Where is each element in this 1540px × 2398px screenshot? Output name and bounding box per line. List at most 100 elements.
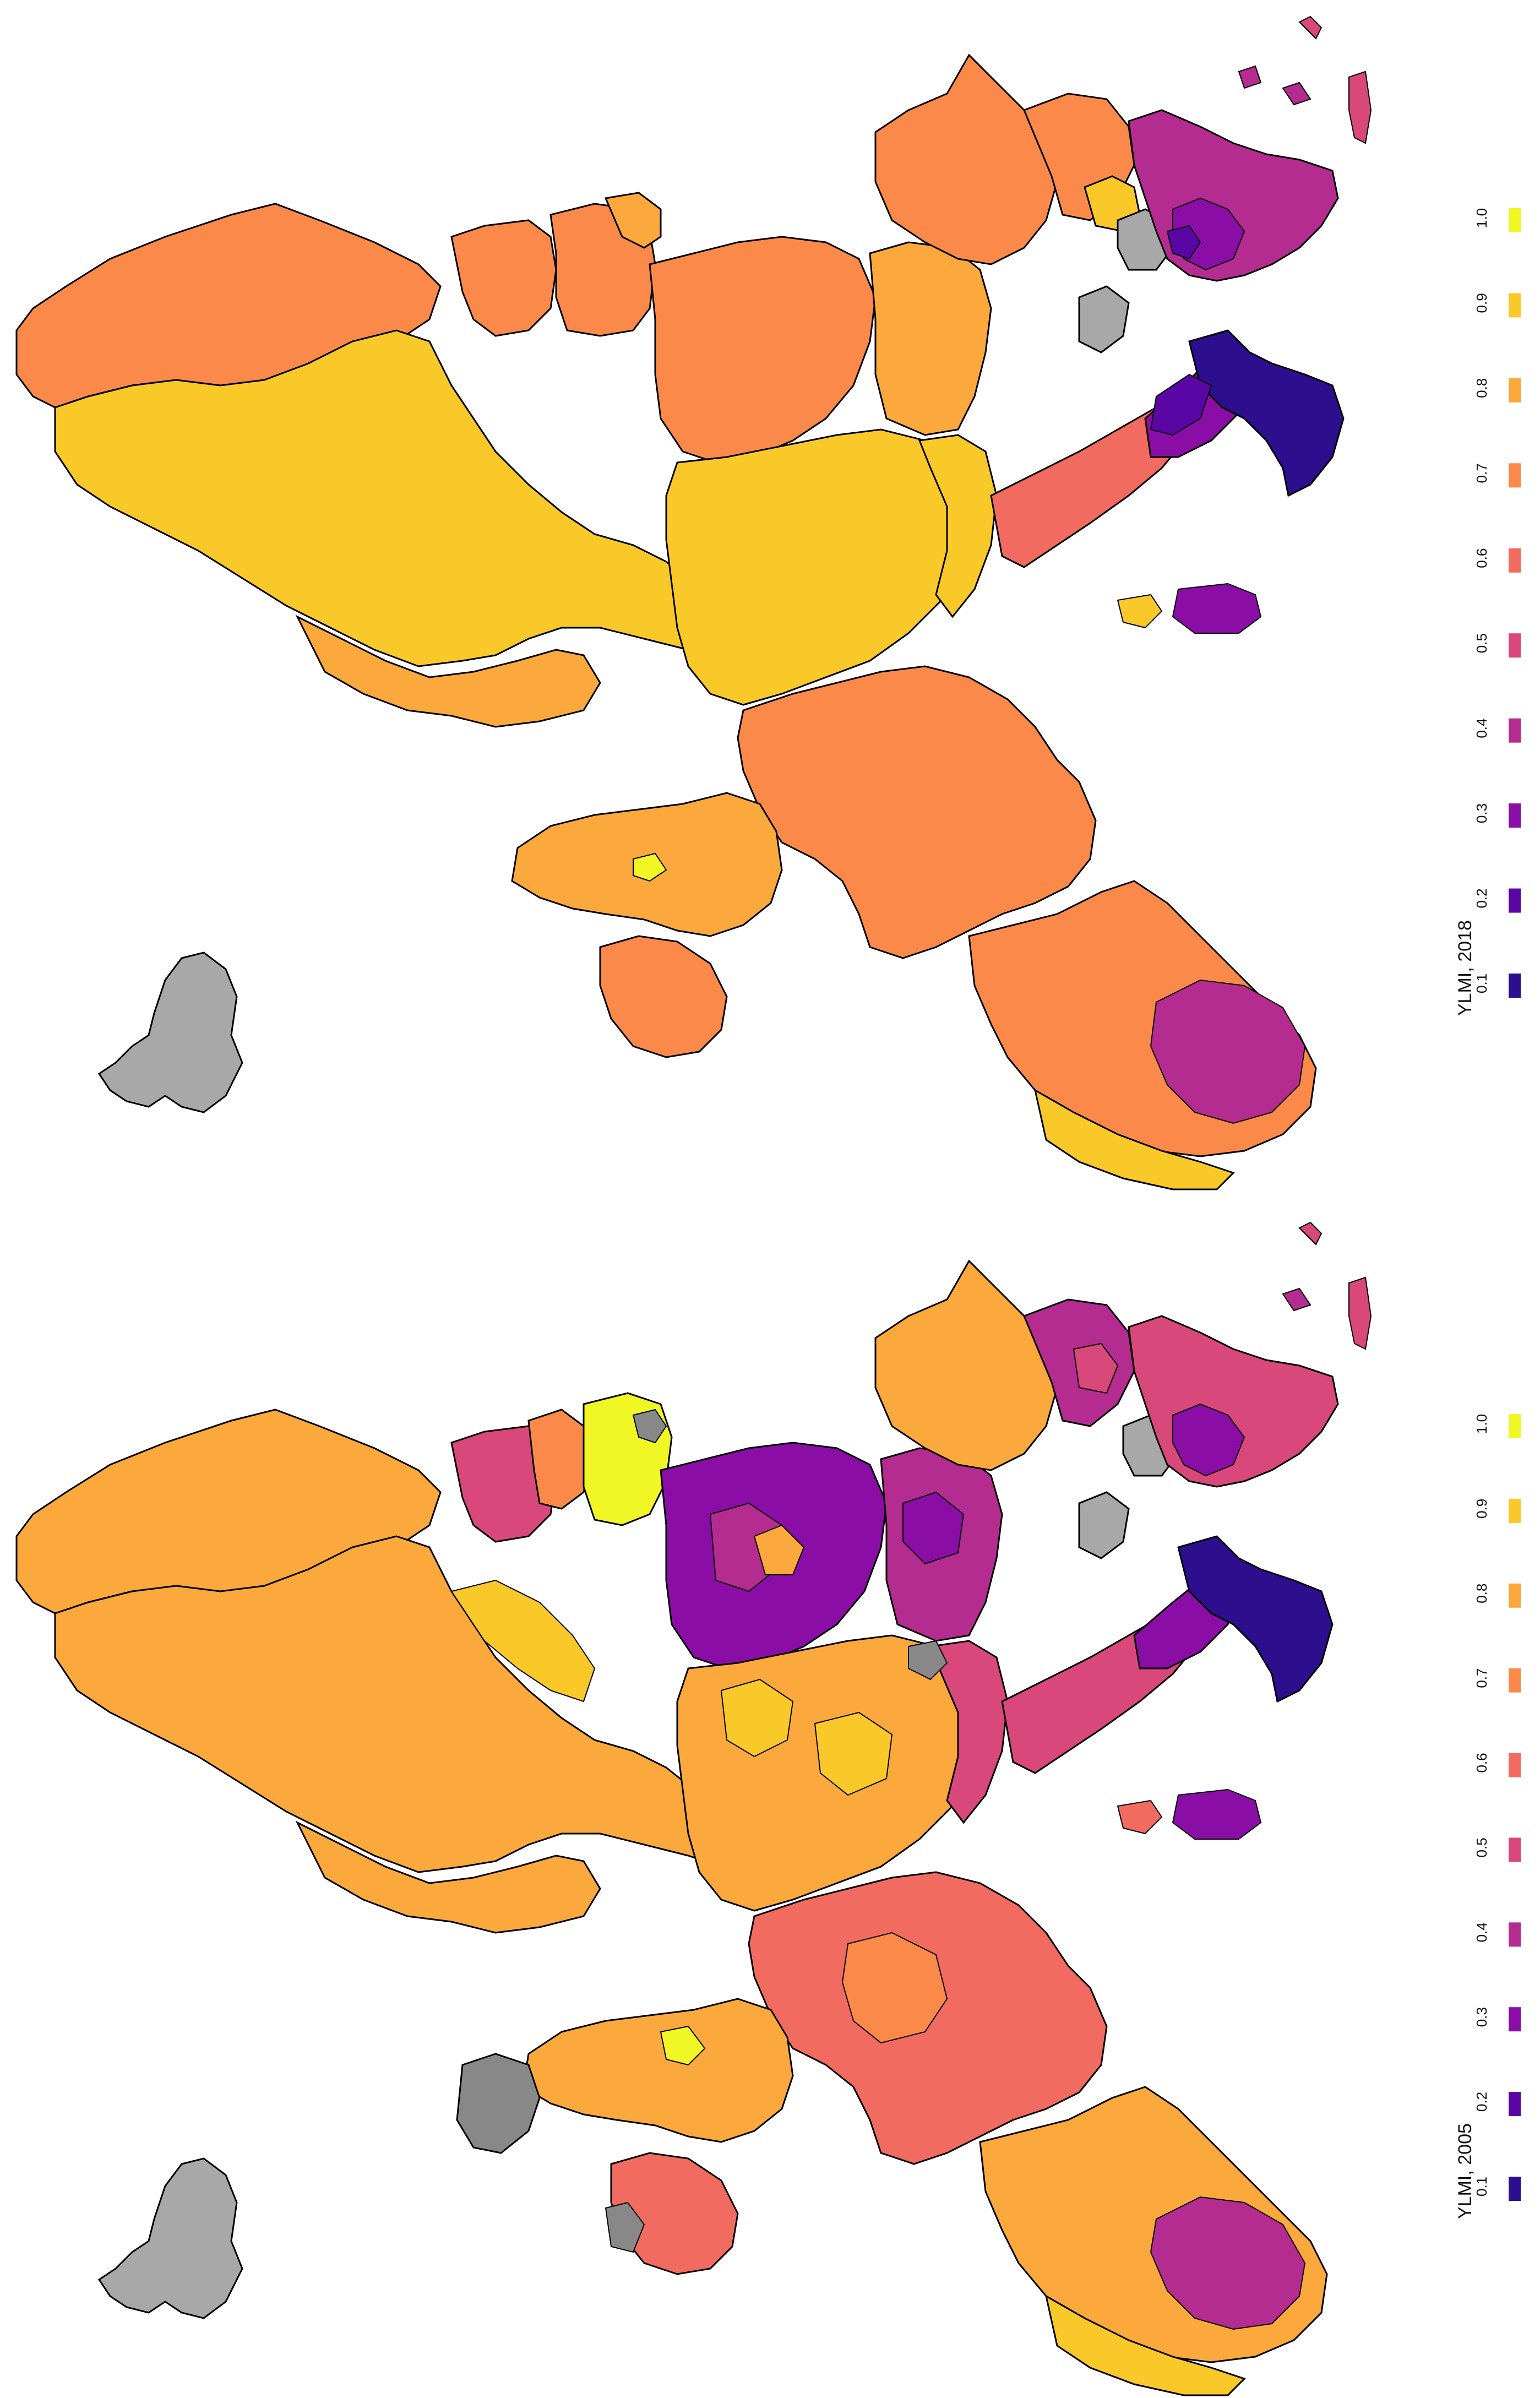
legend-title-2005: YLMI, 2005 — [1455, 2123, 1476, 2219]
region-ne-dark — [1166, 225, 1201, 260]
region-central — [665, 428, 970, 706]
region-ne-island-2 — [1348, 1276, 1372, 1350]
legend-swatch-0-9 — [1509, 293, 1521, 318]
region-north-center-yellow — [583, 1392, 673, 1526]
region-central-west-orange — [753, 1524, 805, 1575]
legend-swatch-0-6 — [1509, 548, 1521, 573]
region-south-central — [737, 665, 1097, 959]
region-southwest-gray — [456, 2053, 541, 2154]
region-band-yellow-part — [450, 1579, 596, 1703]
legend-swatch-0-8 — [1509, 1583, 1521, 1608]
legend-label-0-8: 0.8 — [1473, 378, 1490, 398]
legend-swatch-0-6 — [1509, 1753, 1521, 1777]
region-island-pink — [1117, 1799, 1163, 1835]
region-ne-island-3 — [1282, 81, 1312, 106]
region-central-yellow-1 — [720, 1678, 794, 1758]
region-north-center-1 — [450, 1425, 557, 1543]
region-north-center-2 — [527, 1409, 590, 1510]
region-band-south — [295, 1820, 601, 1934]
region-north-center-1 — [450, 219, 557, 337]
legend-swatch-0-9 — [1509, 1498, 1521, 1523]
region-mid-gray — [1078, 285, 1130, 354]
region-band-south — [295, 615, 601, 728]
legend-2005: YLMI, 2005 0.1 0.2 0.3 0.4 0.5 0.6 0.7 0.8 0.9 1.… — [1455, 1414, 1521, 2219]
legend-label-0-6: 0.6 — [1473, 548, 1490, 568]
legend-swatch-0-5 — [1509, 1837, 1521, 1862]
region-ne-island-4 — [1238, 65, 1262, 89]
region-west-island — [97, 951, 243, 1113]
legend-label-0-9: 0.9 — [1473, 1499, 1490, 1519]
region-northeast-3 — [1073, 1342, 1119, 1394]
map-2018: YLMI, 2018 0.1 0.2 0.3 0.4 0.5 0.6 0.7 0.8 0.9 1.… — [15, 15, 1521, 1190]
region-east-darkblue — [1177, 1535, 1334, 1703]
region-southeast-yellow — [1044, 2294, 1246, 2396]
legend-swatch-0-7 — [1509, 1668, 1521, 1693]
legend-label-0-3: 0.3 — [1473, 803, 1490, 823]
legend-swatch-0-1 — [1509, 2177, 1521, 2201]
legend-swatch-0-7 — [1509, 463, 1521, 488]
region-east-darkblue — [1188, 329, 1345, 497]
region-island-purple — [1172, 583, 1262, 634]
legend-title-2018: YLMI, 2018 — [1455, 920, 1476, 1016]
legend-label-1-0: 1.0 — [1473, 208, 1490, 228]
region-ne-island-2 — [1348, 70, 1372, 144]
legend-swatch-0-2 — [1509, 888, 1521, 913]
map-panel-2018: YLMI, 2018 0.1 0.2 0.3 0.4 0.5 0.6 0.7 0.8 0.9 1.… — [0, 0, 1540, 1195]
region-southeast-magenta — [1150, 2196, 1306, 2330]
region-mid-gray — [1078, 1491, 1130, 1559]
legend-label-0-2: 0.2 — [1473, 888, 1490, 908]
legend-swatch-0-5 — [1509, 633, 1521, 658]
region-ne-island-1 — [1298, 15, 1323, 40]
map-panel-2005: YLMI, 2005 0.1 0.2 0.3 0.4 0.5 0.6 0.7 0.8 0.9 1.… — [0, 1195, 1540, 2398]
map-2005: YLMI, 2005 0.1 0.2 0.3 0.4 0.5 0.6 0.7 0.8 0.9 1.… — [15, 1221, 1521, 2396]
legend-swatch-0-4 — [1509, 718, 1521, 743]
legend-swatch-1-0 — [1509, 208, 1521, 232]
region-south-central-orange — [841, 1932, 948, 2044]
region-central-east — [869, 241, 992, 436]
region-ne-island-1 — [1298, 1221, 1323, 1246]
legend-swatch-1-0 — [1509, 1414, 1521, 1438]
legend-label-0-6: 0.6 — [1473, 1753, 1490, 1772]
region-east-upper — [929, 1640, 1009, 1824]
legend-swatch-0-1 — [1509, 974, 1521, 998]
legend-label-0-3: 0.3 — [1473, 2007, 1490, 2027]
legend-swatch-0-4 — [1509, 1922, 1521, 1947]
region-central-east-dark — [902, 1491, 965, 1565]
legend-label-0-7: 0.7 — [1473, 463, 1490, 483]
region-southeast-magenta — [1150, 979, 1306, 1124]
region-central-west — [649, 236, 877, 464]
region-north-center-gray — [632, 1409, 667, 1444]
region-island-purple — [1172, 1788, 1262, 1840]
region-southeast-yellow — [1033, 1089, 1235, 1190]
region-ne-archipelago-core — [1172, 1403, 1245, 1477]
region-north-center-3 — [604, 192, 662, 249]
legend-swatch-0-8 — [1509, 378, 1521, 403]
legend-label-0-4: 0.4 — [1473, 1922, 1490, 1942]
region-southwest-yellow — [660, 2025, 706, 2066]
legend-label-0-4: 0.4 — [1473, 719, 1490, 738]
region-central-yellow-2 — [814, 1711, 893, 1796]
legend-label-0-7: 0.7 — [1473, 1668, 1490, 1688]
region-east-dark — [1150, 373, 1212, 436]
legend-label-0-1: 0.1 — [1473, 974, 1490, 993]
region-northeast-1 — [874, 53, 1058, 265]
legend-label-0-5: 0.5 — [1473, 1837, 1490, 1857]
legend-2018: YLMI, 2018 0.1 0.2 0.3 0.4 0.5 0.6 0.7 0.8 0.9 1.… — [1455, 208, 1521, 1016]
region-southwest-peninsula — [522, 1998, 794, 2143]
region-west-island — [97, 2157, 243, 2319]
region-southwest-island — [599, 935, 728, 1058]
region-east-upper — [918, 434, 998, 618]
region-southwest-island-gray — [605, 2201, 645, 2253]
legend-label-1-0: 1.0 — [1473, 1414, 1490, 1434]
region-ne-island-3 — [1282, 1287, 1312, 1312]
legend-label-0-5: 0.5 — [1473, 633, 1490, 653]
region-northeast-1 — [874, 1259, 1058, 1471]
legend-label-0-2: 0.2 — [1473, 2092, 1490, 2112]
legend-label-0-8: 0.8 — [1473, 1584, 1490, 1603]
legend-label-0-1: 0.1 — [1473, 2177, 1490, 2196]
legend-label-0-9: 0.9 — [1473, 293, 1490, 313]
region-southwest-bright — [633, 852, 667, 882]
legend-swatch-0-3 — [1509, 2007, 1521, 2032]
region-island-yellow — [1117, 594, 1163, 629]
region-east-gray — [908, 1640, 948, 1681]
